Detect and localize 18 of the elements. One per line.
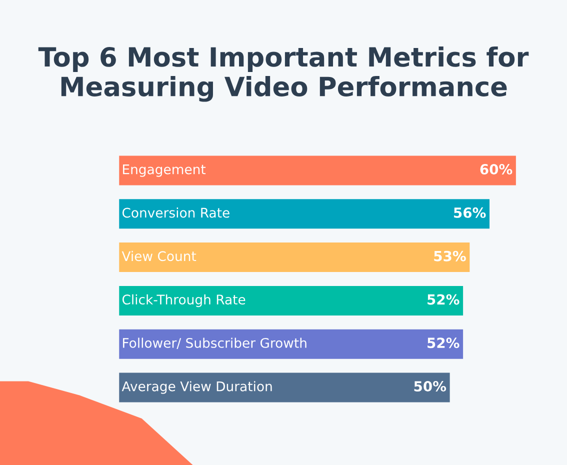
y-tick-label: Conversion Rate [122, 208, 230, 218]
y-tick-label: Average View Duration [122, 381, 272, 394]
y-tick-label: View Count [122, 250, 196, 262]
data-label: 60% [480, 164, 512, 175]
bar [119, 199, 490, 229]
bar [119, 156, 516, 186]
bar [119, 242, 470, 272]
data-label: 50% [414, 381, 446, 392]
data-label: 53% [434, 250, 466, 262]
y-tick-label: Follower/ Subscriber Growth [123, 338, 306, 349]
chart-title: Top 6 Most Important Metrics for Measuring Video Performance [38, 46, 529, 102]
data-label: 52% [428, 294, 460, 305]
bar [119, 329, 464, 359]
y-tick-label: Engagement [123, 164, 206, 177]
data-label: 52% [428, 338, 460, 348]
bar [119, 286, 464, 316]
y-tick-label: Click-Through Rate [122, 294, 246, 308]
data-label: 56% [454, 207, 486, 218]
